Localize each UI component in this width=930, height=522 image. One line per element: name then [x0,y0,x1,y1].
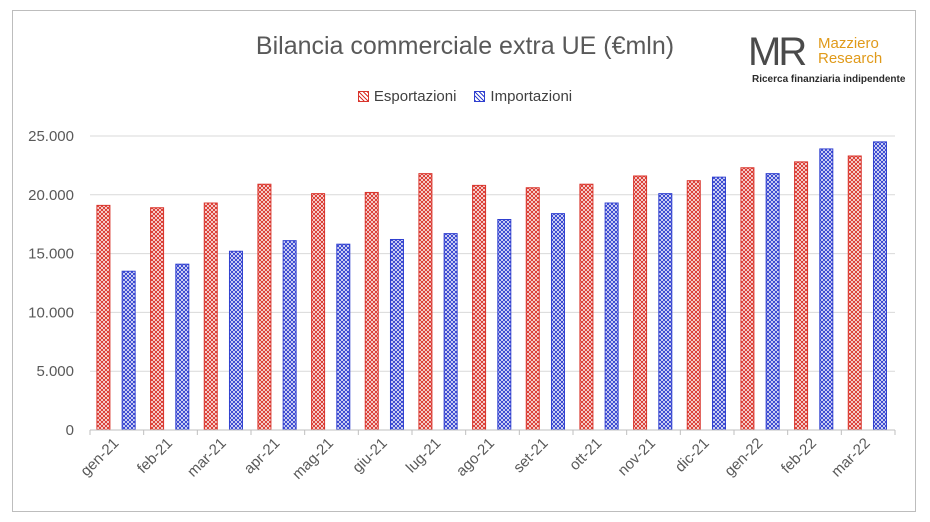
bar-esportazioni [203,202,218,431]
bar-esportazioni [472,184,487,431]
y-tick-label: 20.000 [28,187,74,204]
chart-legend: Esportazioni Importazioni [0,88,930,105]
x-tick-label: giu-21 [349,435,391,477]
y-tick-label: 5.000 [36,363,74,380]
legend-item-export: Esportazioni [357,88,457,105]
x-tick-label: set-21 [510,435,552,477]
bar-importazioni [175,263,190,431]
bar-importazioni [604,202,619,431]
x-tick-label: ott-21 [566,435,605,474]
bar-importazioni [121,270,136,431]
bar-esportazioni [150,207,165,431]
bar-esportazioni [740,167,755,431]
x-tick-label: ago-21 [453,435,498,480]
y-tick-label: 0 [66,422,74,439]
bar-esportazioni [96,204,111,431]
bar-importazioni [872,141,887,431]
bar-importazioni [765,173,780,431]
x-tick-label: mar-21 [184,435,230,481]
x-tick-label: nov-21 [615,435,659,479]
bar-esportazioni [847,155,862,431]
x-tick-label: mag-21 [289,435,337,483]
bar-importazioni [443,233,458,431]
logo-mark: MR [748,30,807,74]
x-tick-label: feb-21 [134,435,176,477]
chart-title: Bilancia commerciale extra UE (€mln) [255,32,675,60]
bar-esportazioni [525,187,540,431]
bar-esportazioni [579,183,594,431]
bar-esportazioni [311,193,326,431]
logo-tagline: Ricerca finanziaria indipendente [752,74,906,85]
bar-esportazioni [686,180,701,431]
y-tick-label: 25.000 [28,128,74,145]
bar-esportazioni [364,191,379,431]
bar-importazioni [228,250,243,431]
bar-importazioni [282,240,297,431]
bar-importazioni [336,243,351,431]
y-tick-label: 15.000 [28,246,74,263]
x-tick-label: feb-22 [778,435,820,477]
x-tick-label: lug-21 [403,435,445,477]
x-tick-label: dic-21 [672,435,713,476]
bar-importazioni [550,213,565,431]
legend-swatch-export [357,91,369,102]
x-tick-label: gen-22 [721,435,766,480]
bar-importazioni [658,193,673,431]
bar-esportazioni [794,161,809,431]
bar-esportazioni [418,173,433,431]
bar-importazioni [389,238,404,431]
legend-item-import: Importazioni [474,88,572,105]
legend-label-import: Importazioni [490,88,573,105]
x-tick-label: apr-21 [241,435,284,478]
logo-name-line1: Mazziero [818,35,879,52]
bar-importazioni [819,148,834,431]
logo-name-line2: Research [818,50,883,67]
x-tick-label: mar-22 [828,435,874,481]
bar-importazioni [497,218,512,431]
logo-name: Mazziero Research [818,36,882,66]
bar-esportazioni [633,175,648,431]
legend-swatch-import [474,91,486,102]
bar-importazioni [711,176,726,431]
x-tick-label: gen-21 [77,435,122,480]
bar-esportazioni [257,183,272,431]
legend-label-export: Esportazioni [373,88,457,105]
mazziero-research-logo: MR Mazziero Research Ricerca finanziaria… [748,30,913,90]
y-tick-label: 10.000 [28,304,74,321]
